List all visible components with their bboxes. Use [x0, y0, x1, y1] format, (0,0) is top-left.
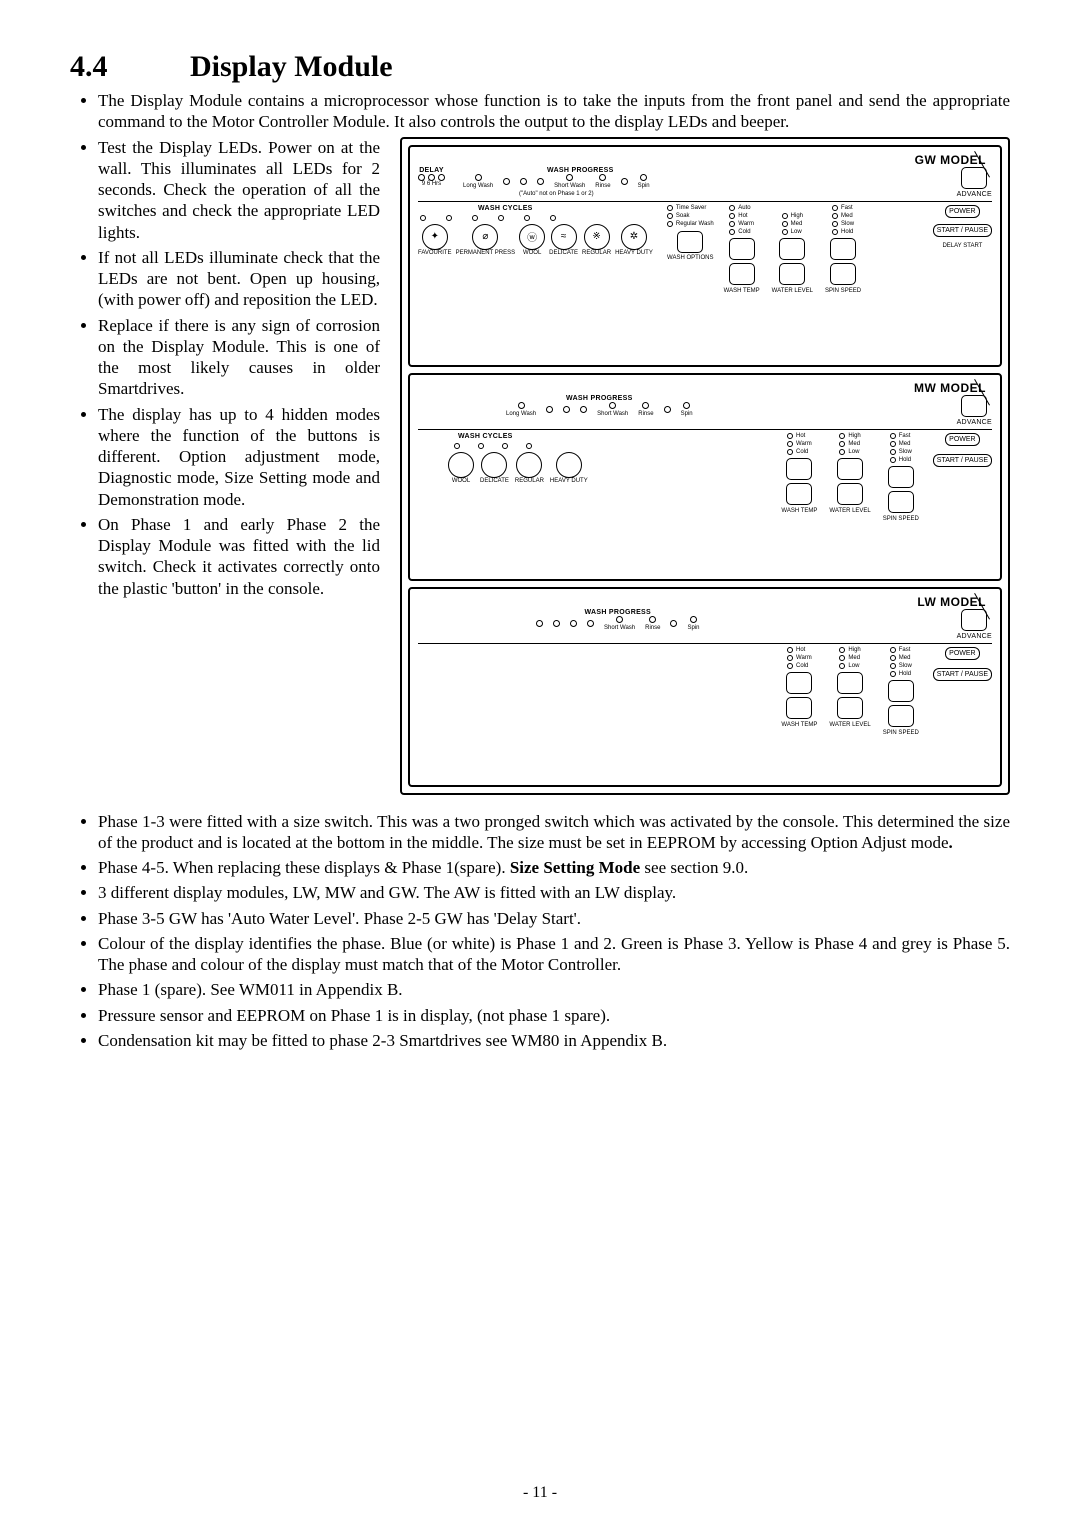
delay-group: DELAY 9 6 Hrs: [418, 167, 445, 187]
list-item: Condensation kit may be fitted to phase …: [98, 1030, 1010, 1051]
list-item: Pressure sensor and EEPROM on Phase 1 is…: [98, 1005, 1010, 1026]
delicate-cycle-icon: ≈: [551, 224, 577, 250]
list-item: Replace if there is any sign of corrosio…: [98, 315, 380, 400]
heavy-cycle-icon: ✲: [621, 224, 647, 250]
list-item: On Phase 1 and early Phase 2 the Display…: [98, 514, 380, 599]
list-item: Colour of the display identifies the pha…: [98, 933, 1010, 976]
power-button: POWER: [945, 647, 979, 660]
section-title: Display Module: [190, 50, 393, 83]
list-item: 3 different display modules, LW, MW and …: [98, 882, 1010, 903]
regular-cycle-icon: ※: [584, 224, 610, 250]
wool-cycle-icon: ⓦ: [519, 224, 545, 250]
gw-panel: GW MODEL DELAY 9 6 Hrs WASH PROGRESS Lon…: [408, 145, 1002, 367]
left-bullet-list: Test the Display LEDs. Power on at the w…: [70, 137, 380, 599]
wool-cycle-icon: [448, 452, 474, 478]
list-item: Phase 4-5. When replacing these displays…: [98, 857, 1010, 878]
list-item: Phase 3-5 GW has 'Auto Water Level'. Pha…: [98, 908, 1010, 929]
permanent-press-cycle-icon: ⌀: [472, 224, 498, 250]
power-button: POWER: [945, 205, 979, 218]
list-item: Phase 1-3 were fitted with a size switch…: [98, 811, 1010, 854]
list-item: If not all LEDs illuminate check that th…: [98, 247, 380, 311]
advance-button: [961, 395, 987, 417]
start-pause-button: START / PAUSE: [933, 668, 992, 681]
list-item: The display has up to 4 hidden modes whe…: [98, 404, 380, 510]
bottom-bullet-list: Phase 1-3 were fitted with a size switch…: [70, 811, 1010, 1052]
lw-panel: LW MODEL WASH PROGRESS Short Wash Rinse …: [408, 587, 1002, 787]
favourite-cycle-icon: ✦: [422, 224, 448, 250]
list-item: Test the Display LEDs. Power on at the w…: [98, 137, 380, 243]
section-heading: 4.4Display Module: [70, 50, 1010, 84]
mw-panel: MW MODEL WASH PROGRESS Long Wash Short W…: [408, 373, 1002, 581]
advance-button: [961, 167, 987, 189]
top-bullet: The Display Module contains a microproce…: [98, 90, 1010, 133]
start-pause-button: START / PAUSE: [933, 454, 992, 467]
delicate-cycle-icon: [481, 452, 507, 478]
start-pause-button: START / PAUSE: [933, 224, 992, 237]
heavy-cycle-icon: [556, 452, 582, 478]
advance-button: [961, 609, 987, 631]
regular-cycle-icon: [516, 452, 542, 478]
list-item: Phase 1 (spare). See WM011 in Appendix B…: [98, 979, 1010, 1000]
display-models-figure: GW MODEL DELAY 9 6 Hrs WASH PROGRESS Lon…: [400, 137, 1010, 795]
power-button: POWER: [945, 433, 979, 446]
page-number: - 11 -: [0, 1484, 1080, 1502]
section-number: 4.4: [70, 50, 190, 84]
